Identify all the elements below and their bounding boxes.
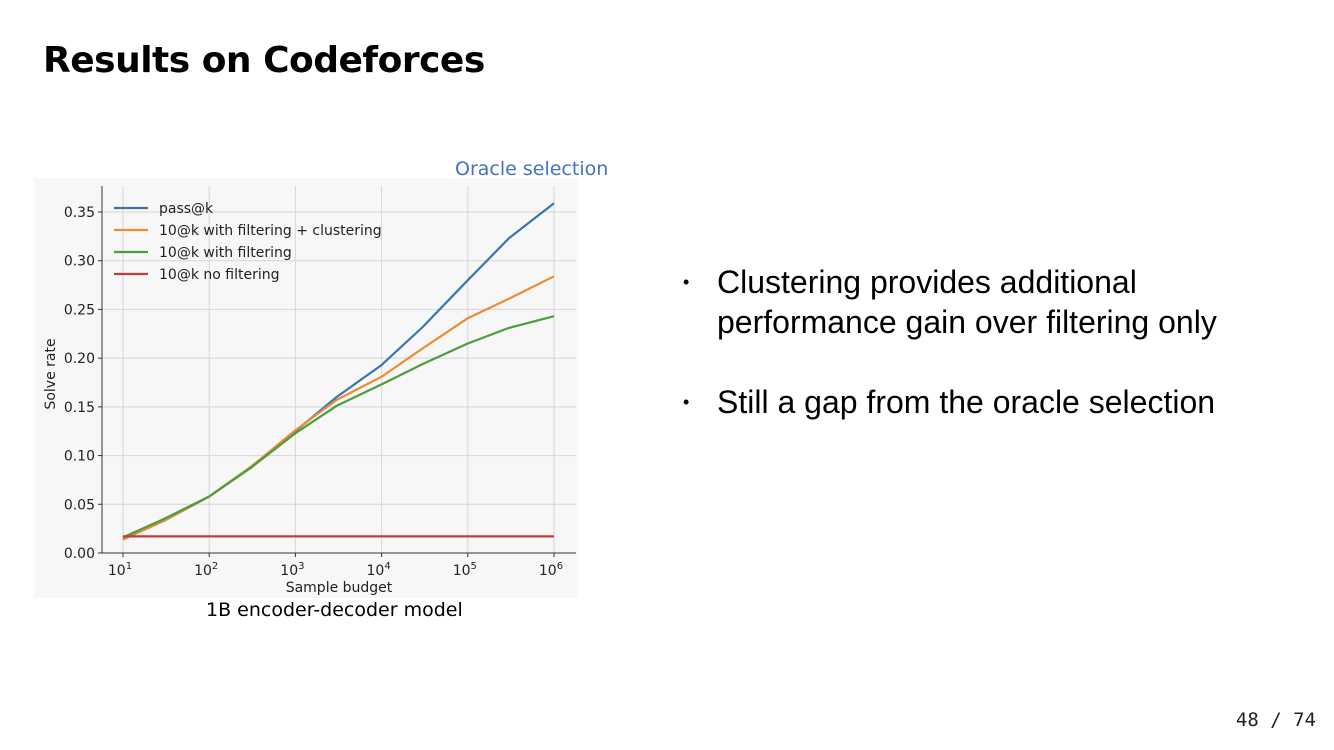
x-tick-label: 101	[108, 561, 132, 579]
x-tick-label: 105	[453, 561, 477, 579]
x-tick-labels: 101 102 103 104 105 106	[108, 561, 563, 579]
x-tick-label: 106	[539, 561, 563, 579]
oracle-selection-annotation: Oracle selection	[455, 158, 609, 180]
y-tick-labels: 0.00 0.05 0.10 0.15 0.20 0.25 0.30 0.35	[64, 205, 95, 562]
chart-caption: 1B encoder-decoder model	[206, 599, 463, 621]
series-line-1	[122, 275, 555, 541]
legend-label: 10@k with filtering	[159, 245, 292, 261]
y-tick-label: 0.25	[64, 302, 95, 318]
x-tick-label: 102	[194, 561, 218, 579]
series-line-2	[122, 315, 555, 539]
y-tick-label: 0.30	[64, 254, 95, 270]
bullet-dot-icon: •	[683, 272, 690, 292]
y-axis-label: Solve rate	[43, 338, 59, 409]
page-number: 48 / 74	[1235, 709, 1316, 731]
x-axis-label: Sample budget	[286, 580, 393, 596]
y-tick-label: 0.15	[64, 400, 95, 416]
y-tick-label: 0.20	[64, 351, 95, 367]
x-tick-label: 103	[280, 561, 304, 579]
legend-label: pass@k	[159, 201, 214, 217]
slide-title: Results on Codeforces	[43, 40, 485, 81]
y-tick-label: 0.00	[64, 546, 95, 562]
bullet-text: Clustering provides additional performan…	[717, 264, 1217, 340]
bullet-item: • Clustering provides additional perform…	[680, 262, 1280, 342]
legend-label: 10@k with filtering + clustering	[159, 223, 382, 239]
bullet-item: • Still a gap from the oracle selection	[680, 382, 1280, 422]
chart-panel: 0.00 0.05 0.10 0.15 0.20 0.25 0.30 0.35 101 102 1…	[34, 178, 578, 598]
series-lines	[122, 202, 555, 541]
bullet-list: • Clustering provides additional perform…	[680, 262, 1280, 462]
grid-lines	[102, 186, 576, 554]
bullet-text: Still a gap from the oracle selection	[717, 384, 1216, 420]
solve-rate-chart: 0.000.050.100.150.200.250.300.35 101 102 1…	[43, 186, 576, 596]
legend-label: 10@k no filtering	[159, 267, 279, 283]
y-tick-label: 0.35	[64, 205, 95, 221]
axes	[98, 186, 576, 557]
bullet-dot-icon: •	[683, 392, 690, 412]
y-tick-label: 0.05	[64, 497, 95, 513]
legend: pass@k 10@k with filtering + clustering 10…	[114, 201, 382, 283]
x-tick-label: 104	[366, 561, 390, 579]
y-tick-label: 0.10	[64, 449, 95, 465]
